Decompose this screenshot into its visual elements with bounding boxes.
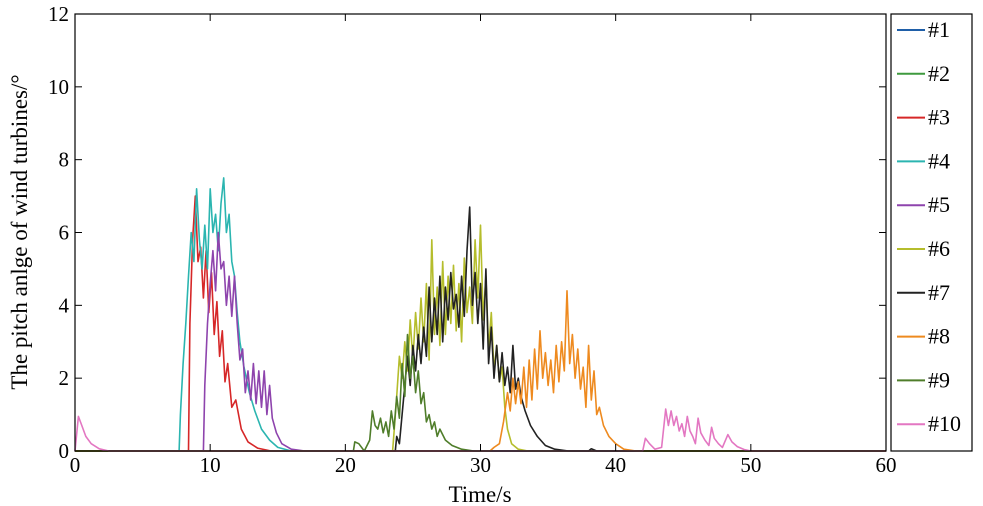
- legend-items: #1 #2 #3 #4 #5 #6 #7 #8 #9 #10: [897, 17, 961, 436]
- x-tick-label: 10: [200, 453, 221, 477]
- legend-label: #4: [928, 148, 950, 173]
- x-tick-label: 20: [335, 453, 356, 477]
- legend-label: #10: [928, 411, 961, 436]
- y-tick-label: 0: [59, 439, 70, 463]
- x-axis-label: Time/s: [448, 482, 511, 506]
- legend-item-5: #5: [897, 192, 950, 217]
- series-line-7: [75, 206, 886, 452]
- y-tick-label: 12: [48, 2, 69, 26]
- series-line-9: [75, 333, 886, 452]
- series-line-8: [75, 290, 886, 452]
- legend-label: #8: [928, 324, 950, 349]
- legend-item-2: #2: [897, 61, 950, 86]
- x-tick-label: 30: [470, 453, 491, 477]
- legend: #1 #2 #3 #4 #5 #6 #7 #8 #9 #10: [890, 13, 973, 452]
- y-tick-label: 8: [59, 148, 70, 172]
- legend-item-8: #8: [897, 324, 950, 349]
- legend-label: #3: [928, 105, 950, 130]
- legend-label: #1: [928, 17, 950, 42]
- series-line-5: [75, 231, 886, 452]
- legend-label: #6: [928, 236, 950, 261]
- y-tick-label: 4: [59, 293, 70, 317]
- legend-item-4: #4: [897, 148, 950, 173]
- legend-item-10: #10: [897, 411, 961, 436]
- x-tick-label: 60: [876, 453, 897, 477]
- y-tick-label: 2: [59, 366, 70, 390]
- legend-label: #2: [928, 61, 950, 86]
- legend-item-9: #9: [897, 367, 950, 392]
- x-tick-label: 40: [605, 453, 626, 477]
- x-tick-label: 0: [70, 453, 81, 477]
- legend-box: [890, 13, 973, 452]
- legend-label: #9: [928, 367, 950, 392]
- y-tick-label: 6: [59, 221, 70, 245]
- y-axis-label: The pitch anlge of wind turbines/°: [7, 74, 32, 389]
- y-tick-label: 10: [48, 75, 69, 99]
- legend-label: #7: [928, 280, 950, 305]
- ticks-layer: 0 10 20 30 40 50 60 0 2 4 6 8 10 12: [48, 2, 897, 477]
- series-line-4: [75, 177, 886, 452]
- legend-item-3: #3: [897, 105, 950, 130]
- legend-item-7: #7: [897, 280, 950, 305]
- series-line-3: [75, 195, 886, 452]
- legend-item-6: #6: [897, 236, 950, 261]
- legend-item-1: #1: [897, 17, 950, 42]
- x-tick-label: 50: [740, 453, 761, 477]
- legend-label: #5: [928, 192, 950, 217]
